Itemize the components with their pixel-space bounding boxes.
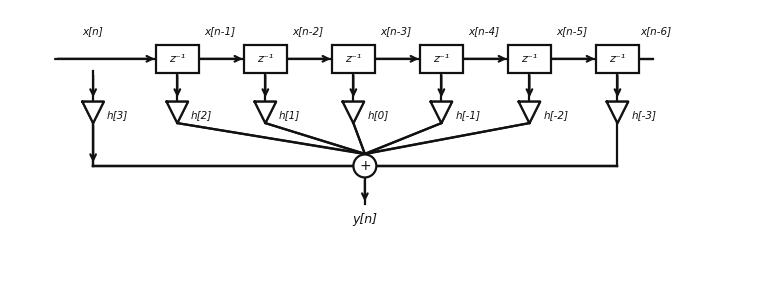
Text: h[3]: h[3] <box>107 110 128 120</box>
Polygon shape <box>431 102 452 123</box>
Text: h[-1]: h[-1] <box>455 110 480 120</box>
Text: x[n]: x[n] <box>83 26 104 36</box>
Text: x[n-2]: x[n-2] <box>292 26 323 36</box>
FancyBboxPatch shape <box>596 45 639 73</box>
Text: z⁻¹: z⁻¹ <box>257 54 273 64</box>
FancyBboxPatch shape <box>508 45 551 73</box>
Text: h[-3]: h[-3] <box>631 110 656 120</box>
Polygon shape <box>167 102 188 123</box>
Polygon shape <box>82 102 104 123</box>
Polygon shape <box>518 102 540 123</box>
Text: h[1]: h[1] <box>279 110 300 120</box>
Polygon shape <box>607 102 628 123</box>
Text: +: + <box>359 159 371 173</box>
Circle shape <box>353 154 376 177</box>
Text: z⁻¹: z⁻¹ <box>609 54 626 64</box>
Text: x[n-6]: x[n-6] <box>641 26 671 36</box>
Text: h[-2]: h[-2] <box>543 110 568 120</box>
FancyBboxPatch shape <box>244 45 286 73</box>
Text: h[2]: h[2] <box>191 110 213 120</box>
Text: h[0]: h[0] <box>367 110 389 120</box>
Text: z⁻¹: z⁻¹ <box>346 54 362 64</box>
Polygon shape <box>343 102 364 123</box>
Text: x[n-4]: x[n-4] <box>468 26 499 36</box>
Text: z⁻¹: z⁻¹ <box>521 54 538 64</box>
Text: y[n]: y[n] <box>353 213 377 227</box>
Text: x[n-1]: x[n-1] <box>204 26 235 36</box>
Polygon shape <box>255 102 276 123</box>
Text: x[n-3]: x[n-3] <box>380 26 411 36</box>
FancyBboxPatch shape <box>156 45 199 73</box>
Text: x[n-5]: x[n-5] <box>556 26 587 36</box>
Text: z⁻¹: z⁻¹ <box>433 54 449 64</box>
FancyBboxPatch shape <box>420 45 463 73</box>
Text: z⁻¹: z⁻¹ <box>169 54 185 64</box>
FancyBboxPatch shape <box>332 45 375 73</box>
